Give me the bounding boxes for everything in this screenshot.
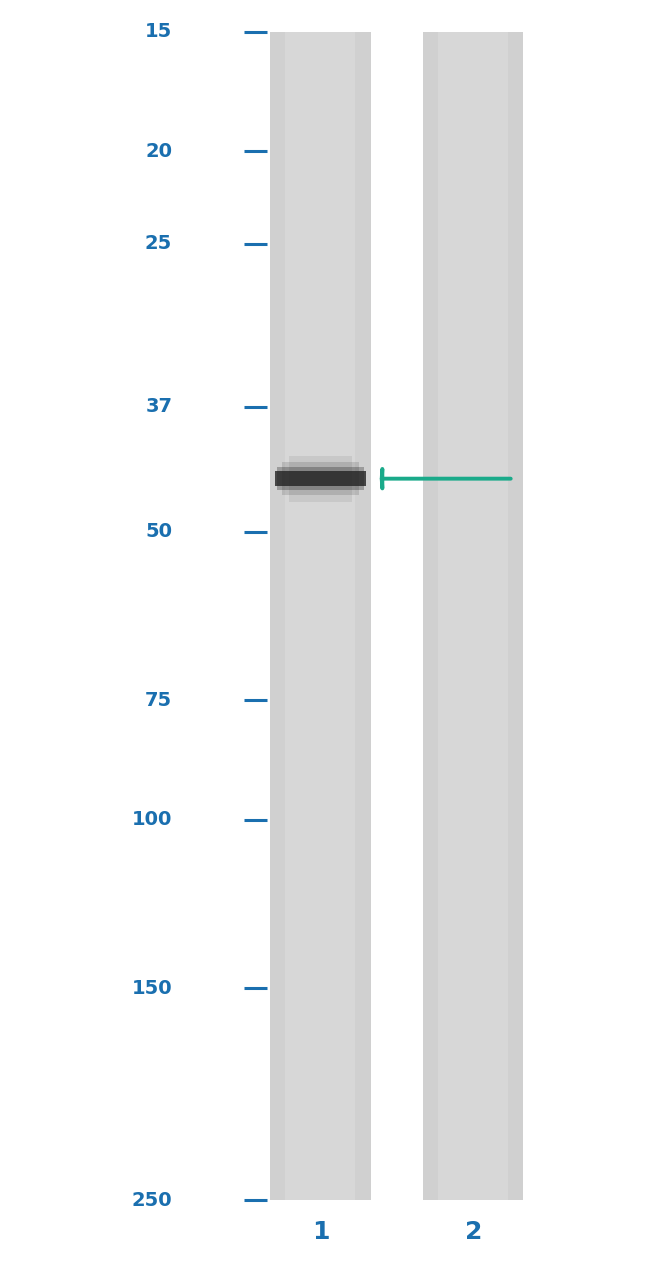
Text: 25: 25 bbox=[145, 235, 172, 254]
Text: 150: 150 bbox=[131, 978, 172, 997]
Bar bbox=[285, 32, 356, 1200]
Bar bbox=[270, 32, 370, 1200]
Bar bbox=[281, 462, 359, 495]
Text: 2: 2 bbox=[465, 1220, 482, 1243]
Text: 1: 1 bbox=[312, 1220, 329, 1243]
Text: 37: 37 bbox=[145, 398, 172, 417]
Text: 50: 50 bbox=[145, 522, 172, 541]
Bar bbox=[289, 456, 352, 502]
Bar bbox=[437, 32, 508, 1200]
Bar bbox=[275, 471, 366, 486]
Text: 75: 75 bbox=[145, 691, 172, 710]
Bar bbox=[277, 467, 363, 490]
Text: 250: 250 bbox=[131, 1191, 172, 1209]
Text: 100: 100 bbox=[132, 810, 172, 829]
Bar bbox=[422, 32, 523, 1200]
Text: 15: 15 bbox=[145, 23, 172, 41]
Text: 20: 20 bbox=[145, 142, 172, 161]
